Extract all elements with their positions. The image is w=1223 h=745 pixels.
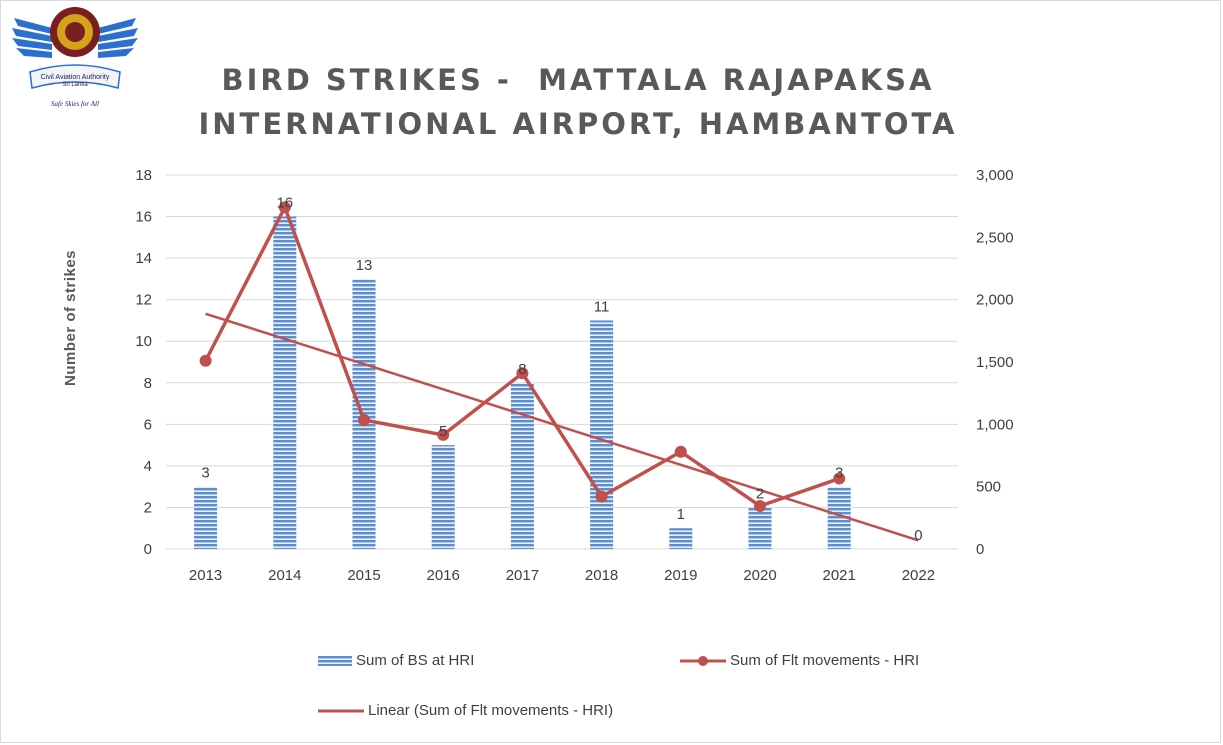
chart-title-line-1: BIRD STRIKES - MATTALA RAJAPAKSA [221,63,935,97]
bar-data-label: 3 [835,465,843,482]
line-marker [199,354,212,367]
bar-data-label: 3 [201,465,209,482]
x-tick-label: 2017 [506,567,539,584]
bar [510,382,534,549]
trendline [205,312,919,542]
bar [194,486,218,549]
bar-data-label: 2 [756,485,764,502]
gridlines [166,174,958,550]
trendline-series [205,312,919,542]
y-tick-label: 8 [144,375,152,392]
line-marker [754,499,766,512]
bar [827,486,851,549]
y-tick-label: 16 [135,209,152,226]
x-tick-label: 2020 [743,567,776,584]
legend-label-trend: Linear (Sum of Flt movements - HRI) [368,702,614,719]
y-tick-label: 2 [144,499,152,516]
legend-item-trend: Linear (Sum of Flt movements - HRI) [318,702,613,719]
legend-line-swatch [680,655,726,666]
legend-label-line: Sum of Flt movements - HRI [730,652,920,669]
y2-tick-label: 500 [976,479,1001,496]
bar [431,445,455,549]
legend-item-line: Sum of Flt movements - HRI [680,652,919,669]
axes: 02468101214161805001,0001,5002,0002,5003… [135,167,1013,584]
bar [273,216,297,550]
y-tick-label: 10 [135,333,152,350]
caa-sri-lanka-logo: Civil Aviation Authority Sri Lanka Safe … [12,7,138,108]
line-marker [833,472,846,485]
logo-wings [12,18,138,58]
x-tick-label: 2014 [268,567,301,584]
y2-tick-label: 2,000 [976,292,1014,309]
y-tick-label: 0 [144,541,152,558]
y-tick-label: 4 [144,458,152,475]
bar-data-label: 13 [356,257,373,274]
x-tick-label: 2016 [427,567,460,584]
legend-label-bars: Sum of BS at HRI [356,652,475,669]
bar-data-label: 5 [439,423,447,440]
chart-title: BIRD STRIKES - MATTALA RAJAPAKSA INTERNA… [150,58,1006,146]
legend-item-bars: Sum of BS at HRI [318,652,474,669]
y2-tick-label: 1,500 [976,354,1014,371]
bar-data-label: 0 [914,527,922,544]
line-marker [358,413,370,426]
line-marker [674,445,687,458]
bar [352,278,376,549]
chart-title-line-2: INTERNATIONAL AIRPORT, HAMBANTOTA [198,107,958,141]
svg-text:Civil Aviation Authority: Civil Aviation Authority [41,74,110,81]
bar-data-label: 11 [594,298,610,315]
svg-text:Sri Lanka: Sri Lanka [62,82,88,88]
line-series [199,201,846,512]
bar [669,528,693,549]
y2-tick-label: 0 [976,541,984,558]
bar-data-label: 16 [276,195,293,212]
x-tick-label: 2018 [585,567,618,584]
bar-data-label: 8 [518,361,526,378]
legend-bar-swatch [318,655,352,666]
logo-ribbon [29,64,121,89]
line-marker [516,367,529,380]
svg-text:Safe Skies for All: Safe Skies for All [51,100,99,108]
y2-tick-label: 1,000 [976,416,1014,433]
bar [590,320,614,549]
y-tick-label: 18 [135,167,152,184]
y-tick-label: 14 [135,250,152,267]
line-marker [278,201,291,214]
bar-data-label: 1 [677,506,685,523]
x-tick-label: 2021 [823,567,856,584]
x-tick-label: 2013 [189,567,222,584]
y2-tick-label: 3,000 [976,167,1014,184]
x-tick-label: 2015 [347,567,380,584]
y2-tick-label: 2,500 [976,229,1014,246]
x-tick-label: 2022 [902,567,935,584]
legend-trend-swatch [318,709,364,712]
x-tick-label: 2019 [664,567,697,584]
y-tick-label: 12 [135,292,152,309]
y-tick-label: 6 [144,416,152,433]
bar [748,507,772,549]
y-axis-title: Number of strikes [62,250,79,386]
line-marker [437,428,450,441]
line-marker [595,490,608,503]
